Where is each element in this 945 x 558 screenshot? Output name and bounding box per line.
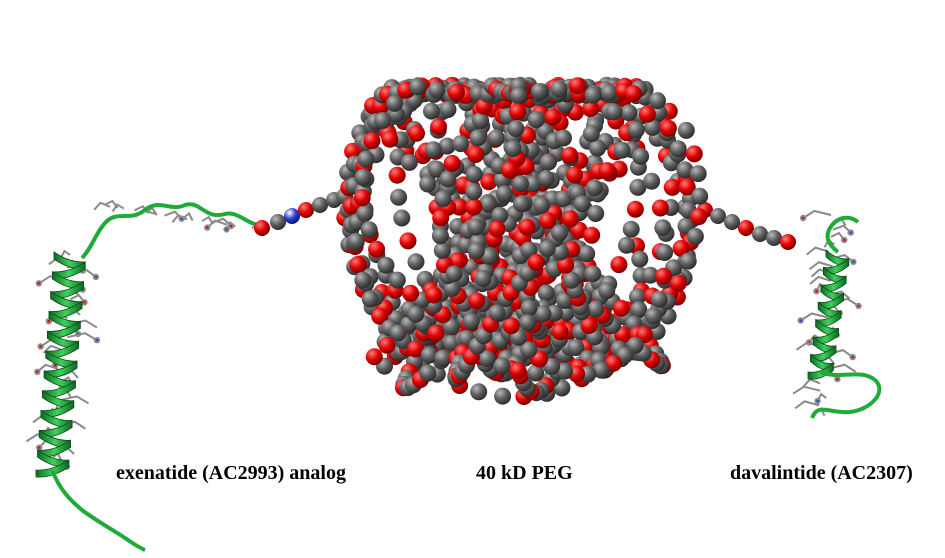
label-davalintide: davalintide (AC2307) bbox=[730, 462, 913, 484]
label-peg: 40 kD PEG bbox=[476, 462, 573, 484]
peg-polymer-sphere bbox=[254, 76, 796, 405]
label-exenatide: exenatide (AC2993) analog bbox=[116, 462, 346, 484]
peptide-helix-left bbox=[25, 199, 269, 552]
peptide-helix-right bbox=[792, 209, 882, 419]
